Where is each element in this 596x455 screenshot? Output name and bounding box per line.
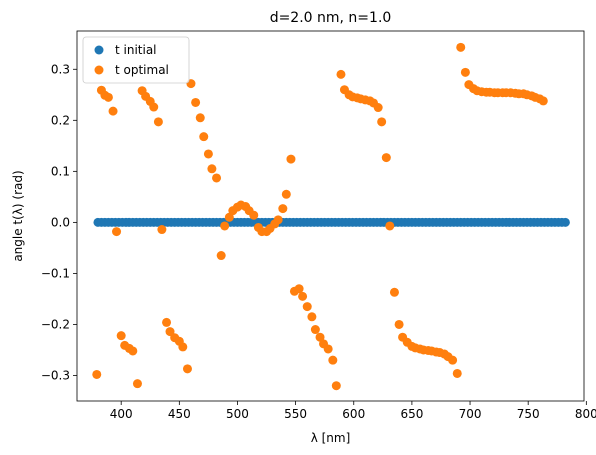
data-point-t-optimal	[112, 227, 122, 237]
data-point-t-optimal	[273, 215, 283, 225]
data-point-t-optimal	[212, 173, 222, 183]
data-point-t-optimal	[195, 113, 205, 123]
legend: t initial t optimal	[82, 36, 190, 84]
data-point-t-optimal	[165, 327, 175, 337]
data-point-t-optimal	[331, 381, 341, 391]
data-point-t-optimal	[328, 355, 338, 365]
data-point-t-optimal	[298, 291, 308, 301]
data-point-t-optimal	[203, 149, 213, 159]
data-point-t-optimal	[373, 103, 383, 113]
data-point-t-optimal	[381, 153, 391, 163]
x-axis-label: λ [nm]	[311, 431, 351, 445]
y-tick-label: −0.3	[41, 368, 70, 382]
data-point-t-optimal	[278, 204, 288, 214]
y-tick-label: −0.2	[41, 317, 70, 331]
data-point-t-optimal	[307, 312, 317, 322]
data-point-t-optimal	[281, 189, 291, 199]
data-point-t-optimal	[389, 287, 399, 297]
legend-box	[82, 36, 190, 84]
data-point-t-optimal	[191, 97, 201, 107]
data-point-t-optimal	[315, 332, 325, 342]
x-tick-label: 500	[226, 407, 249, 421]
data-point-t-optimal	[310, 325, 320, 335]
data-point-t-optimal	[377, 117, 387, 127]
data-point-t-optimal	[456, 42, 466, 52]
y-tick-label: 0.0	[51, 215, 70, 229]
data-point-t-optimal	[336, 69, 346, 79]
series-t-optimal	[92, 42, 548, 391]
data-point-t-optimal	[385, 221, 395, 231]
x-tick-label: 650	[400, 407, 423, 421]
data-point-t-optimal	[199, 132, 209, 142]
data-point-t-optimal	[153, 117, 163, 127]
data-point-t-optimal	[207, 164, 217, 174]
data-point-t-optimal	[323, 344, 333, 354]
data-point-t-optimal	[108, 106, 118, 116]
x-tick-label: 700	[459, 407, 482, 421]
data-point-t-optimal	[116, 331, 126, 341]
data-point-t-optimal	[452, 368, 462, 378]
data-point-t-optimal	[394, 319, 404, 329]
y-tick-label: −0.1	[41, 266, 70, 280]
data-point-t-optimal	[132, 379, 142, 389]
y-tick-label: 0.2	[51, 113, 70, 127]
data-point-t-optimal	[460, 67, 470, 77]
x-tick-label: 750	[517, 407, 540, 421]
legend-label: t optimal	[115, 63, 169, 77]
legend-marker	[94, 65, 104, 75]
data-point-t-optimal	[294, 284, 304, 294]
legend-marker	[94, 45, 104, 55]
data-point-t-optimal	[448, 355, 458, 365]
x-tick-label: 600	[342, 407, 365, 421]
y-tick-label: 0.1	[51, 164, 70, 178]
x-tick-label: 550	[284, 407, 307, 421]
data-point-t-optimal	[220, 221, 230, 231]
x-tick-label: 400	[110, 407, 133, 421]
chart-title: d=2.0 nm, n=1.0	[270, 10, 392, 26]
y-axis-label: angle t(λ) (rad)	[11, 170, 25, 261]
data-point-t-optimal	[103, 92, 113, 102]
data-point-t-optimal	[162, 317, 172, 327]
data-point-t-optimal	[249, 210, 259, 220]
plot-frame	[76, 30, 585, 402]
data-point-t-optimal	[178, 342, 188, 352]
data-point-t-optimal	[224, 212, 234, 222]
data-point-t-optimal	[128, 346, 138, 356]
y-tick-label: 0.3	[51, 62, 70, 76]
data-point-t-optimal	[216, 251, 226, 261]
data-point-t-initial	[560, 217, 570, 227]
x-tick-label: 450	[168, 407, 191, 421]
data-point-t-optimal	[302, 302, 312, 312]
data-point-t-optimal	[182, 364, 192, 374]
data-point-t-optimal	[92, 369, 102, 379]
series-t-initial	[93, 217, 570, 227]
data-point-t-optimal	[157, 225, 167, 235]
data-point-t-optimal	[538, 96, 548, 106]
data-point-t-optimal	[149, 102, 159, 112]
x-tick-label: 800	[575, 407, 596, 421]
legend-label: t initial	[115, 43, 157, 57]
data-point-t-optimal	[286, 154, 296, 164]
axes: d=2.0 nm, n=1.0 400 450 500 550 600 650 700 750 8…	[11, 10, 596, 445]
